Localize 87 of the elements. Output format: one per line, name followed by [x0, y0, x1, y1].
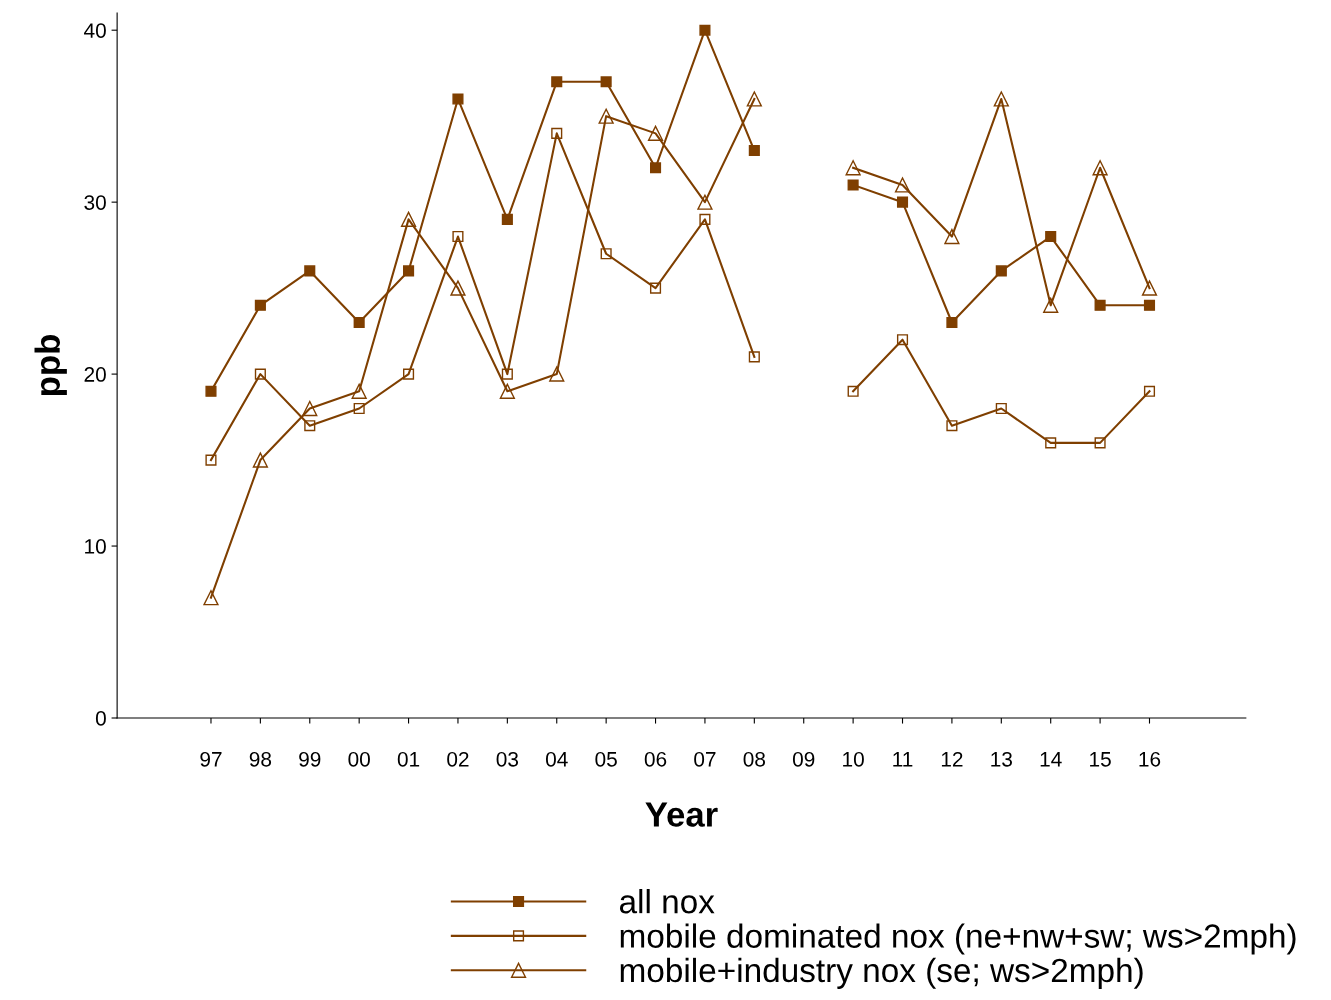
x-tick-label: 04 [545, 751, 568, 767]
point [302, 400, 318, 417]
x-tick-label: 15 [1090, 752, 1111, 767]
x-tick-label: 06 [644, 751, 667, 767]
y-tick-label: 0 [95, 711, 106, 726]
x-tick-label: 08 [743, 751, 766, 767]
x-tick-label: 01 [397, 751, 420, 767]
point [995, 402, 1007, 415]
point [598, 108, 614, 124]
x-tick-label: 05 [595, 751, 617, 767]
point [649, 162, 662, 174]
point [203, 589, 219, 606]
point [1143, 385, 1156, 397]
point [748, 351, 760, 363]
y-tick-label: 20 [84, 367, 106, 382]
point [946, 316, 958, 329]
point [452, 93, 464, 105]
x-tick-label: 13 [991, 751, 1012, 767]
point [501, 213, 513, 225]
point [450, 280, 466, 296]
point [549, 366, 565, 382]
x-tick-label: 07 [694, 751, 716, 767]
point [254, 368, 266, 380]
point [1043, 297, 1059, 313]
y-axis-title: ppb [34, 335, 67, 396]
point [551, 127, 563, 139]
point [252, 452, 269, 468]
point [501, 368, 513, 380]
point [205, 454, 217, 466]
point [254, 299, 266, 311]
x-tick-label: 14 [1040, 752, 1062, 767]
point [845, 160, 861, 176]
point [746, 91, 762, 107]
legend-label: mobile dominated nox (ne+nw+sw; ws>2mph) [620, 923, 1296, 955]
point [353, 402, 365, 415]
point [699, 24, 711, 36]
point [896, 334, 909, 346]
point [1045, 230, 1057, 243]
point [1094, 437, 1106, 449]
x-tick-label: 98 [249, 751, 272, 767]
x-tick-label: 10 [843, 751, 864, 767]
x-tick-label: 97 [200, 751, 222, 767]
x-tick-label: 12 [941, 751, 963, 767]
point [353, 316, 365, 329]
legend-label: mobile+industry nox (se; ws>2mph) [620, 957, 1143, 989]
point [995, 265, 1007, 277]
x-tick-label: 00 [348, 751, 370, 767]
point [551, 76, 563, 88]
point [946, 420, 958, 432]
point [649, 282, 662, 294]
y-tick-label: 40 [84, 23, 106, 38]
point [304, 265, 316, 277]
point [600, 248, 612, 260]
point [1094, 299, 1106, 311]
point [1092, 160, 1108, 176]
point [1143, 299, 1156, 311]
x-tick-label: 99 [299, 751, 321, 767]
x-tick-label: 11 [893, 752, 913, 767]
x-tick-label: 02 [447, 751, 469, 767]
point [205, 385, 217, 397]
point [1045, 437, 1057, 449]
point [993, 91, 1009, 107]
x-tick-label: 03 [496, 751, 519, 767]
point [748, 145, 760, 157]
point [847, 179, 859, 191]
point [499, 383, 515, 399]
point [351, 383, 367, 399]
point [647, 125, 664, 142]
point [400, 211, 417, 227]
point [403, 368, 415, 380]
point [894, 177, 911, 193]
point [697, 194, 713, 210]
point [847, 385, 859, 397]
x-tick-label: 09 [792, 751, 815, 767]
y-tick-label: 10 [85, 539, 106, 554]
x-axis-title: Year [645, 802, 718, 827]
point [699, 213, 711, 225]
point [600, 76, 612, 88]
y-tick-label: 30 [84, 195, 106, 210]
point [452, 230, 464, 243]
point [1141, 280, 1158, 296]
x-tick-label: 16 [1139, 751, 1161, 767]
point [944, 228, 960, 245]
legend-label: all nox [619, 889, 715, 914]
point [403, 265, 415, 277]
point [304, 420, 316, 432]
point [896, 196, 909, 208]
